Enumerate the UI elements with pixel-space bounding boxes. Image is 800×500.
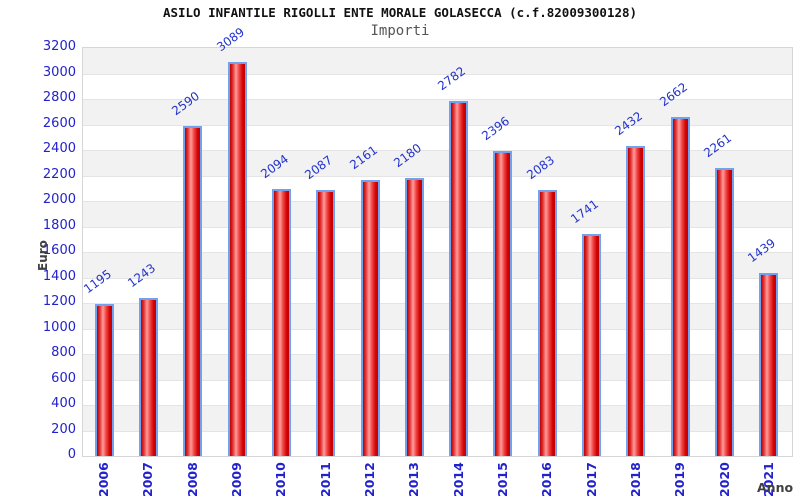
bar-2013: [404, 178, 424, 456]
plot-area: [82, 47, 793, 457]
x-tick-label: 2017: [583, 462, 599, 497]
y-tick-label: 2600: [42, 115, 76, 131]
grid-band: [83, 73, 792, 99]
bar-2012: [360, 180, 380, 456]
y-tick-label: 200: [51, 421, 76, 437]
x-tick-label: 2020: [716, 462, 732, 497]
y-tick-label: 800: [51, 345, 76, 360]
bar-2006: [94, 303, 114, 456]
x-tick-label: 2012: [362, 462, 378, 497]
x-tick-label: 2019: [672, 462, 688, 497]
y-tick-label: 1200: [42, 294, 76, 309]
y-tick-label: 3200: [42, 39, 76, 54]
x-tick-label: 2013: [406, 462, 422, 497]
bar-2008: [183, 125, 203, 456]
y-tick-label: 1400: [42, 268, 76, 284]
y-tick-label: 2200: [42, 166, 76, 182]
y-axis-title: Euro: [36, 240, 50, 271]
bar-2021: [759, 272, 779, 456]
x-tick-label: 2010: [273, 462, 289, 497]
bar-2018: [626, 145, 646, 456]
grid-band: [83, 48, 792, 74]
y-tick-label: 2800: [42, 90, 76, 105]
y-tick-label: 2000: [42, 192, 76, 207]
bar-2014: [449, 101, 469, 456]
y-tick-label: 1600: [42, 243, 76, 258]
x-tick-label: 2008: [184, 462, 200, 497]
x-tick-label: 2016: [539, 462, 555, 497]
y-tick-label: 1000: [42, 319, 76, 335]
bar-2009: [227, 62, 247, 456]
x-axis-title: Anno: [757, 480, 794, 495]
y-tick-label: 1800: [42, 217, 76, 233]
bar-2011: [316, 189, 336, 456]
x-tick-label: 2007: [140, 462, 156, 497]
x-tick-label: 2015: [494, 462, 510, 497]
chart-subtitle: Importi: [370, 23, 430, 39]
y-tick-label: 0: [67, 447, 76, 462]
y-tick-label: 400: [51, 396, 76, 411]
bar-2019: [670, 116, 690, 456]
x-tick-label: 2009: [229, 462, 245, 497]
y-tick-label: 3000: [42, 64, 76, 80]
chart-title: ASILO INFANTILE RIGOLLI ENTE MORALE GOLA…: [162, 5, 638, 20]
bar-2016: [537, 190, 557, 456]
x-tick-label: 2011: [317, 462, 333, 497]
x-tick-label: 2006: [96, 462, 112, 497]
x-tick-label: 2018: [627, 462, 643, 497]
x-tick-label: 2014: [450, 462, 466, 497]
y-tick-label: 2400: [42, 141, 76, 156]
bar-2020: [715, 167, 735, 456]
y-tick-label: 600: [51, 370, 76, 386]
bar-2007: [138, 297, 158, 456]
bar-2017: [582, 234, 602, 456]
bar-2015: [493, 150, 513, 456]
bar-2010: [271, 189, 291, 456]
